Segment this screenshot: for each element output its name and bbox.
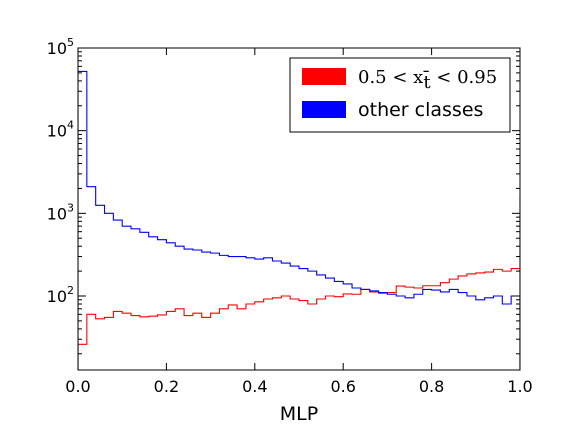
- legend-red-sub: t̄: [423, 69, 432, 93]
- histogram-series-layer: [78, 70, 520, 370]
- x-tick-label: 0.6: [330, 377, 355, 396]
- y-tick-label: 105: [47, 36, 74, 58]
- histogram-series-1: [78, 70, 520, 370]
- x-tick-label: 0.4: [242, 377, 267, 396]
- legend-red-post: < 0.95: [431, 67, 498, 88]
- legend-label-blue: other classes: [358, 99, 483, 121]
- x-tick-label: 0.8: [419, 377, 444, 396]
- legend-swatch-blue: [302, 101, 346, 118]
- y-tick-label: 103: [47, 201, 74, 223]
- x-axis-label: MLP: [280, 403, 318, 425]
- legend-red-pre: 0.5 < x: [358, 67, 423, 88]
- legend: 0.5 < xt̄ < 0.95 other classes: [289, 57, 511, 133]
- legend-swatch-red: [302, 68, 346, 85]
- y-tick-label: 104: [47, 119, 74, 141]
- plot-frame: [77, 47, 521, 371]
- x-tick-label: 0.2: [154, 377, 179, 396]
- x-tick-label: 1.0: [507, 377, 532, 396]
- axis-ticks: 0.0 0.2 0.4 0.6 0.8 1.0 102 103 104 105: [47, 36, 533, 396]
- x-tick-label: 0.0: [65, 377, 90, 396]
- legend-label-red: 0.5 < xt̄ < 0.95: [358, 67, 497, 93]
- y-tick-label: 102: [47, 284, 74, 306]
- histogram-series-0: [78, 196, 520, 370]
